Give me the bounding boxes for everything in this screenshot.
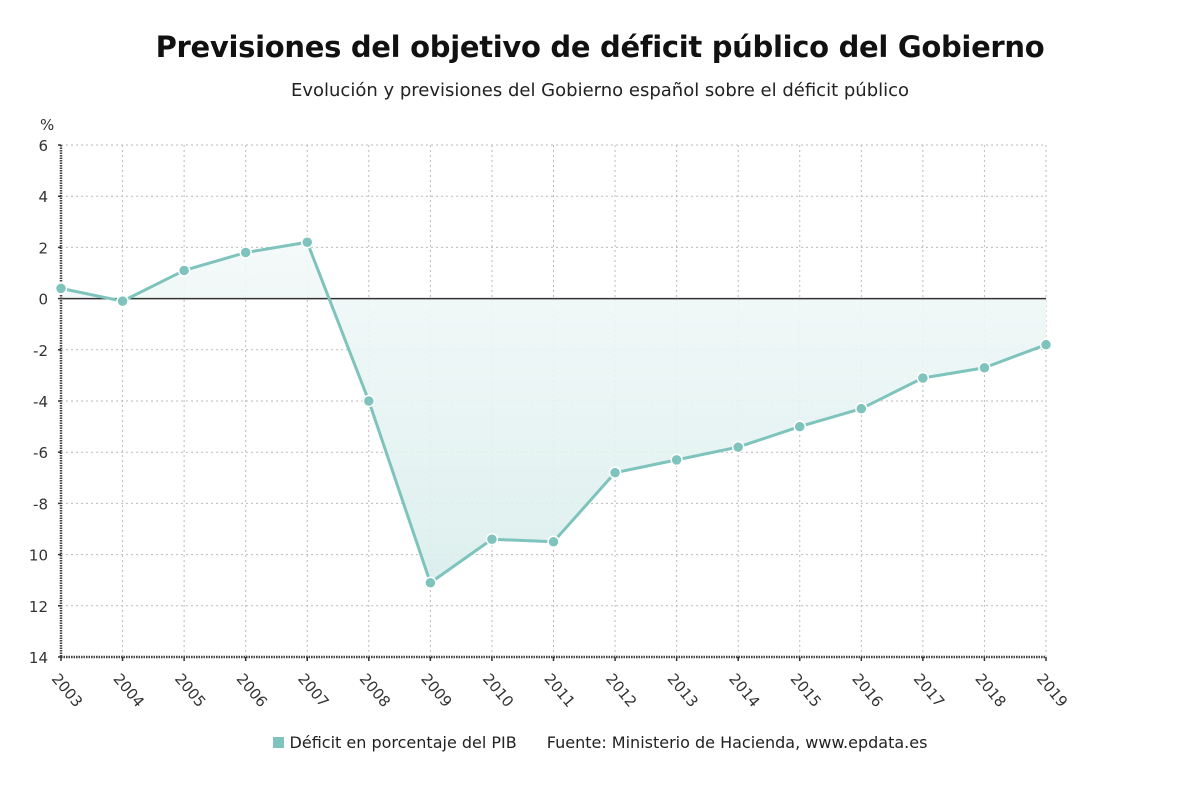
data-point-2018 <box>978 361 991 374</box>
chart-subtitle: Evolución y previsiones del Gobierno esp… <box>290 80 910 101</box>
x-tick-label: 2005 <box>171 670 209 711</box>
x-tick-label: 2016 <box>848 670 886 711</box>
y-tick-label: 14 <box>29 649 48 667</box>
x-tick-label: 2003 <box>48 670 86 711</box>
x-tick-label: 2009 <box>417 670 455 711</box>
data-point-2011 <box>547 535 560 549</box>
data-point-2003 <box>54 282 68 295</box>
data-point-2006 <box>239 246 252 259</box>
y-tick-label: 10 <box>29 547 48 565</box>
x-tick-label: 2013 <box>664 670 702 711</box>
y-tick-label: -4 <box>33 393 48 411</box>
y-tick-label: 4 <box>38 188 48 206</box>
y-tick-label: -8 <box>33 495 48 513</box>
data-point-2014 <box>731 440 745 454</box>
x-tick-label: 2019 <box>1033 670 1071 711</box>
x-tick-label: 2007 <box>294 670 332 711</box>
x-tick-label: 2015 <box>787 670 825 711</box>
area-fill-path <box>61 242 1046 583</box>
data-point-2007 <box>301 236 314 249</box>
chart-title: Previsiones del objetivo de déficit públ… <box>155 30 1045 64</box>
data-point-2017 <box>916 371 930 385</box>
data-point-2009 <box>424 576 437 590</box>
x-tick-label: 2006 <box>233 670 271 711</box>
data-point-2005 <box>177 264 191 277</box>
data-point-2008 <box>362 394 376 408</box>
series-points <box>54 236 1053 590</box>
x-tick-label: 2004 <box>109 670 147 711</box>
data-point-2004 <box>116 294 129 308</box>
y-tick-label: 0 <box>38 291 48 309</box>
data-point-2012 <box>608 466 622 479</box>
x-tick-label: 2014 <box>725 670 763 711</box>
y-axis-unit-label: % <box>40 116 54 134</box>
source-note: Fuente: Ministerio de Hacienda, www.epda… <box>546 733 928 752</box>
x-tick-label: 2011 <box>540 670 578 711</box>
y-tick-label: 2 <box>38 239 48 257</box>
data-point-2015 <box>793 420 806 433</box>
area-fill <box>61 242 1046 583</box>
legend: Déficit en porcentaje del PIB Fuente: Min… <box>0 733 1200 752</box>
x-tick-label: 2017 <box>910 670 948 711</box>
x-tick-label: 2008 <box>356 670 394 711</box>
data-point-2013 <box>670 453 683 467</box>
axes <box>58 144 1047 661</box>
legend-label: Déficit en porcentaje del PIB <box>289 733 517 752</box>
x-tick-labels: 2003 2004 2005 2006 2007 2008 2009 2010 2011 2012… <box>48 670 1071 711</box>
legend-swatch <box>272 737 284 748</box>
y-tick-labels: 6 4 2 0 -2 -4 -6 -8 10 12 14 <box>29 137 48 667</box>
x-tick-label: 2018 <box>971 670 1009 711</box>
y-tick-label: 12 <box>29 598 48 616</box>
y-tick-label: -6 <box>33 444 48 462</box>
y-tick-label: -2 <box>33 342 48 360</box>
data-point-2016 <box>855 402 868 415</box>
y-tick-label: 6 <box>38 137 48 155</box>
data-point-2010 <box>485 532 499 546</box>
x-tick-label: 2010 <box>479 670 517 711</box>
data-point-2019 <box>1039 338 1053 351</box>
x-tick-label: 2012 <box>602 670 640 711</box>
